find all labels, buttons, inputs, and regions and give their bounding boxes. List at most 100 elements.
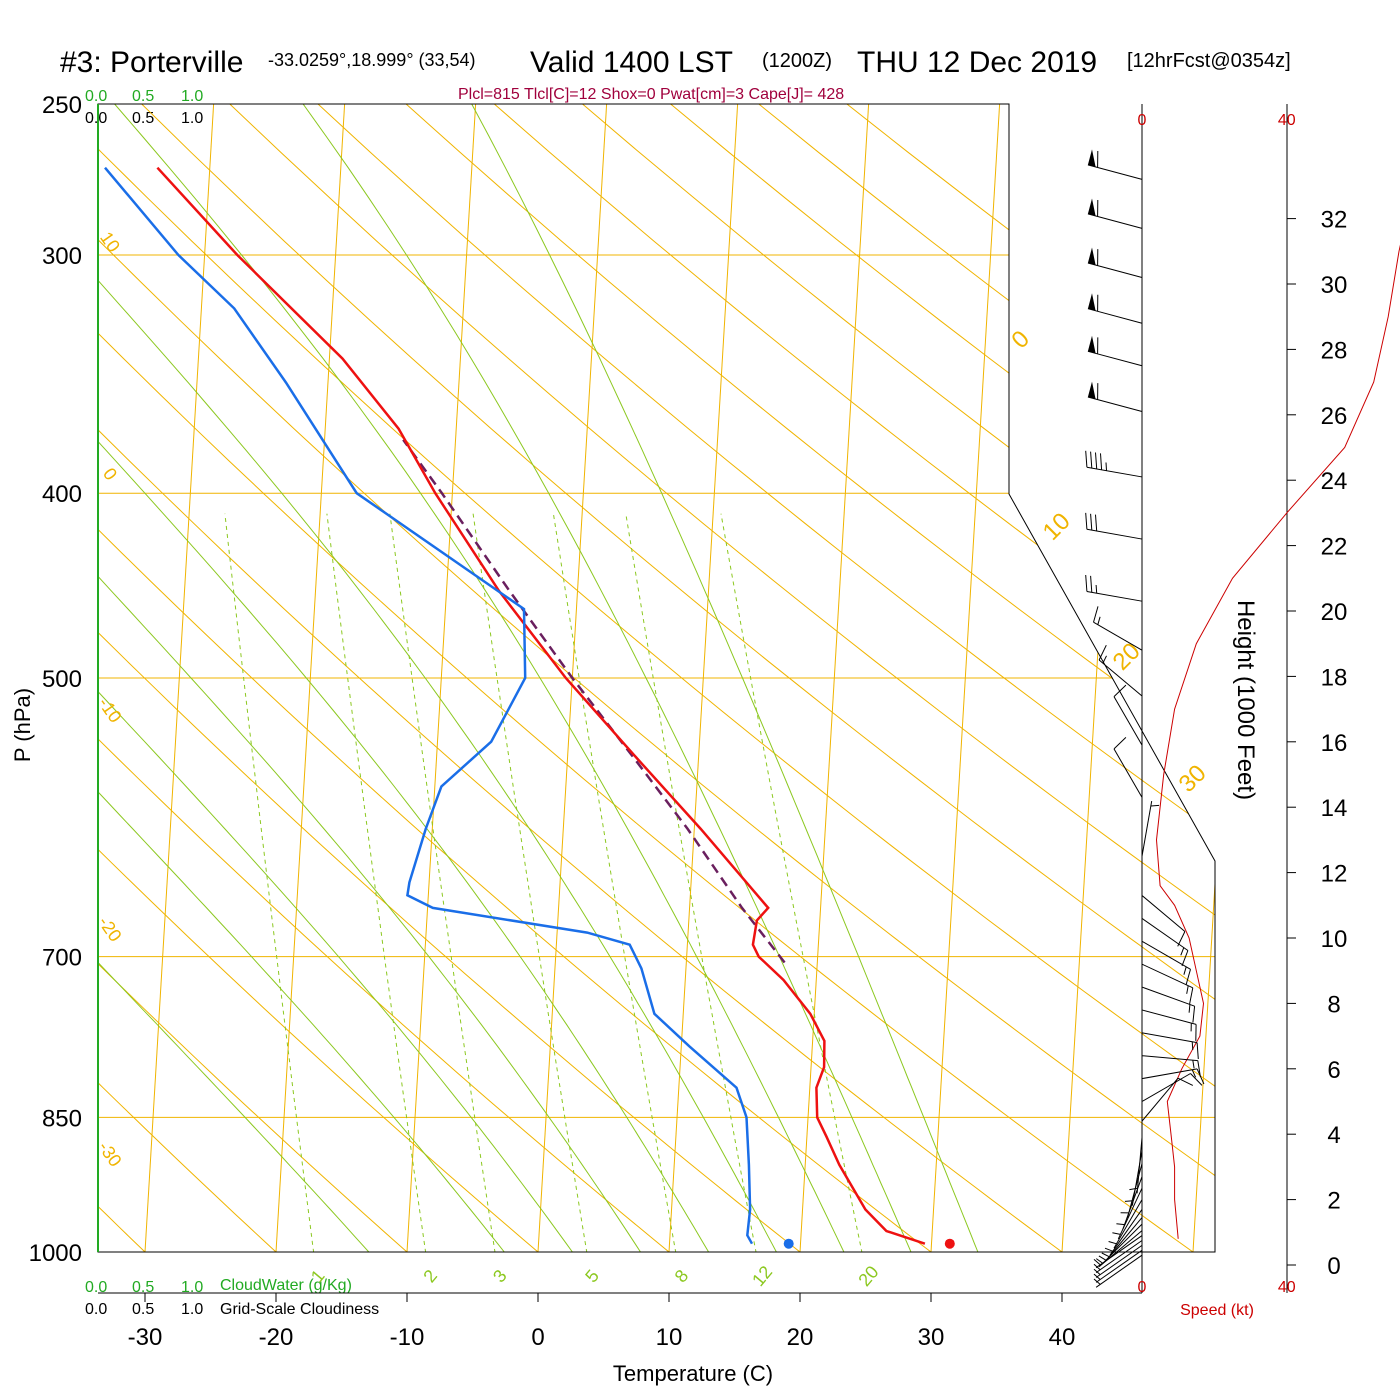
height-tick-label: 24: [1321, 468, 1348, 495]
wind-barb: [1112, 1187, 1143, 1240]
wind-barb: [1093, 1249, 1143, 1283]
isotherm-label: 20: [1108, 638, 1146, 676]
y-axis-title: P (hPa): [10, 688, 35, 762]
mixing-ratio-line: [389, 513, 502, 1252]
wind-barb: [1087, 198, 1143, 229]
isotherm: [1059, 104, 1134, 1252]
p-tick-label: 1000: [29, 1240, 82, 1267]
wind-speed-tick-bottom: 0: [1138, 1279, 1147, 1296]
mixing-ratio-label: 3: [489, 1266, 511, 1287]
wind-barb: [1093, 1240, 1143, 1274]
wind-barb: [1141, 986, 1196, 1023]
wind-speed-axis-title: Speed (kt): [1180, 1302, 1254, 1319]
dry-adiabat: [98, 104, 330, 1252]
title-station: #3: Porterville: [60, 46, 243, 79]
dry-adiabat: [609, 104, 1215, 1252]
dry-adiabat: [98, 104, 1215, 1252]
cloud-scale-bottom-black-1: 0.5: [132, 1301, 154, 1318]
height-axis-title: Height (1000 Feet): [1232, 600, 1259, 800]
cloud-scale-top-green-2: 1.0: [181, 88, 203, 105]
dewpoint-line: [104, 166, 754, 1245]
height-tick-label: 16: [1321, 730, 1348, 757]
wind-barb: [1098, 644, 1143, 697]
moist-adiabat: [114, 104, 864, 1252]
title-coords: -33.0259°,18.999° (33,54): [268, 50, 476, 70]
wind-barb: [1104, 1209, 1143, 1256]
wind-panel: 0246810121416182022242628303200404080801…: [1085, 104, 1400, 1296]
cloud-scale-top-black-1: 0.5: [132, 110, 154, 127]
x-tick-label: 20: [787, 1324, 814, 1351]
dry-adiabat-label: 10: [96, 228, 124, 256]
height-tick-label: 6: [1327, 1057, 1340, 1084]
isotherm-label: 30: [1174, 760, 1212, 798]
height-tick-label: 8: [1327, 991, 1340, 1018]
wind-speed-tick-bottom: 40: [1278, 1279, 1296, 1296]
wind-barb: [1113, 737, 1143, 798]
wind-barb: [1124, 1150, 1143, 1206]
wind-barb: [1141, 917, 1189, 967]
cloud-scale-bottom-black-2: 1.0: [181, 1301, 203, 1318]
p-tick-label: 500: [42, 666, 82, 693]
x-tick-label: -30: [128, 1324, 163, 1351]
x-tick-label: 40: [1049, 1324, 1076, 1351]
mixing-ratio-label: 12: [748, 1262, 776, 1290]
cloudiness-label: Grid-Scale Cloudiness: [220, 1301, 379, 1318]
moist-adiabat: [98, 104, 733, 1252]
dry-adiabat-label: -20: [94, 913, 125, 946]
wind-barb: [1141, 1009, 1197, 1041]
dry-adiabat: [98, 104, 1129, 1252]
surface-dewpoint-marker: [783, 1238, 794, 1249]
dry-adiabat: [98, 104, 463, 1252]
surface-temperature-marker: [944, 1238, 955, 1249]
x-tick-label: 30: [918, 1324, 945, 1351]
wind-barb: [1085, 450, 1143, 478]
x-tick-label: 10: [656, 1324, 683, 1351]
height-tick-label: 32: [1321, 207, 1348, 234]
wind-barb: [1093, 606, 1143, 651]
wind-barb: [1141, 1032, 1199, 1060]
p-tick-label: 250: [42, 92, 82, 119]
dry-adiabat-label: -30: [94, 1138, 125, 1171]
title-utc: (1200Z): [762, 50, 832, 72]
title-date: THU 12 Dec 2019: [857, 46, 1097, 79]
dry-adiabat-label: 0: [99, 464, 121, 484]
cloud-scale-top-black-2: 1.0: [181, 110, 203, 127]
mixing-ratio-label: 5: [581, 1266, 603, 1287]
height-tick-label: 14: [1321, 795, 1348, 822]
isotherm: [273, 104, 348, 1252]
height-tick-label: 26: [1321, 403, 1348, 430]
mixing-ratio-line: [625, 513, 765, 1252]
wind-barb: [1141, 801, 1160, 857]
wind-barb: [1085, 512, 1143, 540]
mixing-ratio-line: [326, 513, 432, 1252]
moist-adiabat: [98, 104, 405, 1252]
p-tick-label: 700: [42, 945, 82, 972]
height-tick-label: 4: [1327, 1122, 1340, 1149]
thermo-grid: [98, 104, 1215, 1252]
dry-adiabat: [98, 104, 596, 1252]
wind-barb: [1085, 574, 1143, 602]
cloud-scale-top-black-0: 0.0: [85, 110, 107, 127]
wind-barb: [1087, 335, 1143, 367]
height-tick-label: 30: [1321, 272, 1348, 299]
moist-adiabat: [98, 104, 602, 1252]
sounding-series: [104, 166, 955, 1249]
isotherm: [142, 104, 217, 1252]
p-tick-label: 850: [42, 1105, 82, 1132]
mixing-ratio-label: 8: [671, 1266, 693, 1287]
moist-adiabat: [98, 104, 536, 1252]
mixing-ratio-line: [552, 513, 684, 1252]
dry-adiabat: [436, 104, 1215, 1252]
dry-adiabat: [98, 104, 1215, 1252]
cloud-scale-bottom-green-0: 0.0: [85, 1279, 107, 1296]
isotherm: [797, 104, 872, 1252]
isotherm: [1190, 104, 1215, 1252]
wind-barb: [1141, 963, 1194, 1005]
wind-barb: [1087, 149, 1143, 180]
dry-adiabat: [98, 104, 862, 1252]
isotherm: [535, 104, 610, 1252]
cloud-scale-bottom-black-0: 0.0: [85, 1301, 107, 1318]
x-tick-label: -10: [390, 1324, 425, 1351]
